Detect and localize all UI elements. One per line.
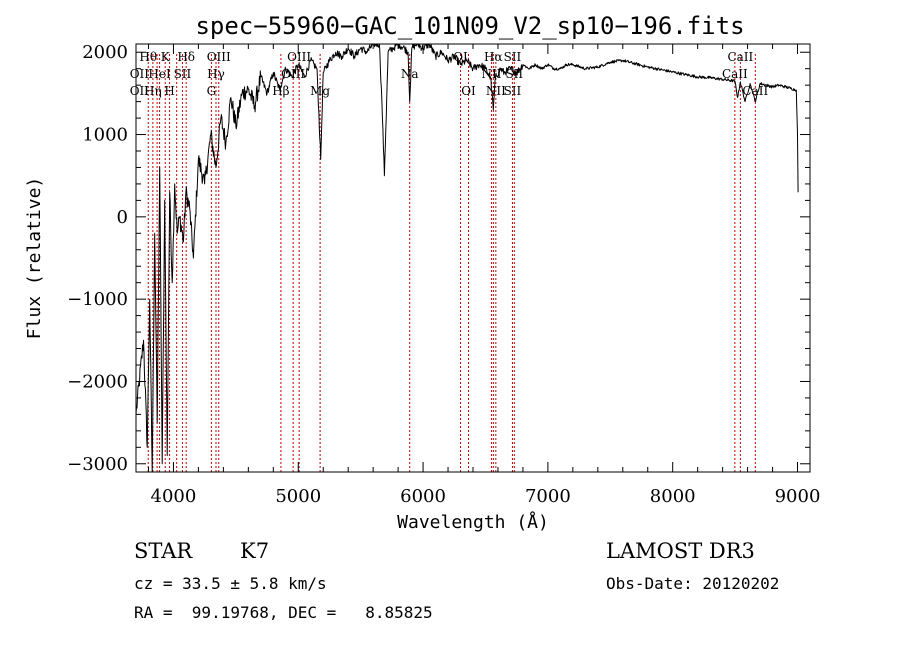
series-layer xyxy=(135,43,799,473)
line-label-na: Na xyxy=(401,67,419,81)
spectral-subclass: K7 xyxy=(240,539,270,563)
observation-date: Obs-Date: 20120202 xyxy=(606,574,780,593)
line-label-caii: CaII xyxy=(722,67,748,81)
line-label-hα: Hα xyxy=(484,50,503,64)
plot-frame xyxy=(135,43,811,473)
y-tick-label: 0 xyxy=(117,207,128,228)
line-label-oii: OII xyxy=(130,84,150,98)
line-label-h: H xyxy=(164,84,174,98)
line-label-sii: SII xyxy=(504,50,522,64)
object-class: STAR xyxy=(134,539,193,563)
y-tick-label: 2000 xyxy=(82,42,128,63)
x-tick-label: 4000 xyxy=(151,486,197,507)
line-label-hei: HeI xyxy=(148,67,171,81)
line-label-oi: OI xyxy=(461,84,476,98)
series-line-0 xyxy=(135,43,799,473)
x-tick-label: 5000 xyxy=(275,486,321,507)
x-tick-label: 9000 xyxy=(775,486,821,507)
line-label-caii: CaII xyxy=(727,50,753,64)
x-axis-label: Wavelength (Å) xyxy=(397,511,549,533)
line-label-mg: Mg xyxy=(310,84,330,98)
line-label-hβ: Hβ xyxy=(272,84,289,98)
line-label-sii: SII xyxy=(174,67,192,81)
axis-tick-labels: 4000 5000 6000 7000 8000 9000 −3000 −2000 −1000 0… xyxy=(67,42,820,507)
survey-name: LAMOST DR3 xyxy=(606,539,755,563)
line-label-oiii: OIII xyxy=(287,50,311,64)
y-tick-label: 1000 xyxy=(82,125,128,146)
x-tick-label: 6000 xyxy=(400,486,446,507)
chart-title: spec−55960−GAC_101N09_V2_sp10−196.fits xyxy=(195,12,744,40)
line-label-g: G xyxy=(207,84,217,98)
line-label-hγ: Hγ xyxy=(207,67,225,81)
line-label-hθ: Hθ xyxy=(139,50,157,64)
line-label-k: K xyxy=(161,50,171,64)
y-tick-label: −2000 xyxy=(67,371,128,392)
axis-ticks xyxy=(136,44,810,472)
emission-line-markers xyxy=(147,54,756,472)
y-tick-label: −1000 xyxy=(67,289,128,310)
coordinates: RA = 99.19768, DEC = 8.85825 xyxy=(134,603,433,622)
line-label-oiii: OIII xyxy=(207,50,231,64)
y-axis-label: Flux (relative) xyxy=(24,177,45,340)
line-label-sii: SII xyxy=(504,84,522,98)
line-label-hδ: Hδ xyxy=(177,50,195,64)
line-label-oii: OII xyxy=(130,67,150,81)
y-tick-label: −3000 xyxy=(67,454,128,475)
line-label-hη: Hη xyxy=(144,84,162,98)
x-tick-label: 8000 xyxy=(650,486,696,507)
x-tick-label: 7000 xyxy=(525,486,571,507)
redshift-velocity: cz = 33.5 ± 5.8 km/s xyxy=(134,574,327,593)
